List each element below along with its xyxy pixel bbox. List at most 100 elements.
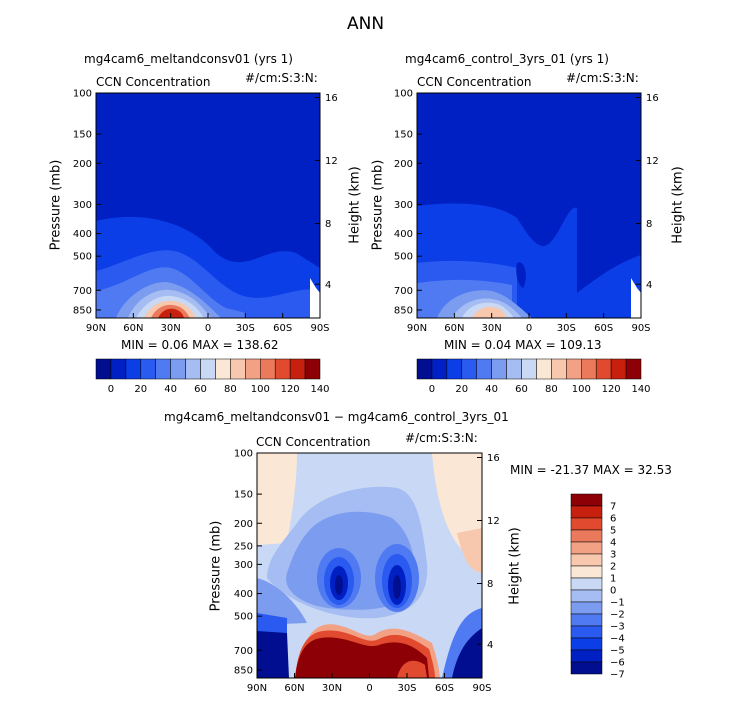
panel2-colorbar-swatch-13: [610, 358, 627, 380]
panel3-neg-left-mid: [257, 578, 307, 625]
panel1-colorbar-swatch-9: [230, 358, 246, 380]
panel3-colorbar-label-9: −2: [610, 610, 625, 621]
panel1-colorbar-label-4: 80: [224, 384, 237, 395]
panel1-colorbar-label-3: 60: [194, 384, 207, 395]
panel3-ytick-label-5: 400: [234, 589, 253, 600]
panel1-colorbar-label-0: 0: [108, 384, 114, 395]
panel3-xtick-label-0: 90N: [247, 683, 267, 694]
panel3-colorbar-swatch-11: [570, 625, 603, 639]
panel1-colorbar-swatch-10: [245, 358, 261, 380]
panel3-minmax: MIN = -21.37 MAX = 32.53: [510, 463, 672, 477]
panel3-colorbar-swatch-5: [570, 553, 603, 567]
panel3-xtick-label-3: 0: [366, 683, 372, 694]
panel1-colorbar-label-2: 40: [164, 384, 177, 395]
panel1-ytick-label-3: 300: [73, 200, 92, 211]
panel2-colorbar-swatch-2: [446, 358, 463, 380]
panel2-ytick-label-3: 300: [394, 200, 413, 211]
panel1-ytick-label-0: 100: [73, 89, 92, 100]
panel3-neg-core-right-4: [393, 575, 401, 599]
panel3-colorbar-label-8: −1: [610, 598, 625, 609]
panel1-colorbar-swatch-14: [304, 358, 321, 380]
panel3-colorbar-label-10: −3: [610, 622, 625, 633]
panel2-colorbar-swatch-8: [536, 358, 552, 380]
panel2-xtick-label-3: 0: [526, 323, 532, 334]
panel1-colorbar-swatch-5: [170, 358, 186, 380]
panel3-xtick-label-6: 90S: [472, 683, 491, 694]
panel3-colorbar-swatch-2: [570, 517, 603, 531]
panel1-colorbar-swatch-8: [215, 358, 231, 380]
panel3-colorbar-swatch-7: [570, 577, 603, 591]
panel3-neg-core-left-4: [335, 575, 343, 595]
panel3-colorbar-label-7: 0: [610, 586, 616, 597]
panel1-xtick-label-0: 90N: [86, 323, 106, 334]
panel2-title: mg4cam6_control_3yrs_01 (yrs 1): [405, 52, 609, 66]
panel1-colorbar-swatch-4: [155, 358, 171, 380]
panel3-y2tick-label-0: 16: [487, 453, 500, 464]
panel1-colorbar-swatch-6: [185, 358, 201, 380]
panel1-colorbar-label-6: 120: [281, 384, 300, 395]
panel2-ytick-label-0: 100: [394, 89, 413, 100]
panel1-colorbar-label-5: 100: [251, 384, 270, 395]
panel3-colorbar-swatch-10: [570, 613, 603, 627]
panel2-minmax: MIN = 0.04 MAX = 109.13: [444, 338, 602, 352]
panel2-ytick-label-5: 500: [394, 252, 413, 263]
panel2-colorbar-swatch-11: [581, 358, 597, 380]
panel1-colorbar-swatch-1: [110, 358, 127, 380]
panel2-colorbar-label-0: 0: [429, 384, 435, 395]
panel3-ytick-label-0: 100: [234, 449, 253, 460]
panel3-xtick-label-5: 60S: [435, 683, 454, 694]
panel3-colorbar-label-14: −7: [610, 670, 625, 681]
panel1-ytick-label-7: 850: [73, 305, 92, 316]
panel2-colorbar-swatch-7: [521, 358, 537, 380]
panel2-colorbar-swatch-10: [566, 358, 582, 380]
panel1-colorbar-swatch-11: [260, 358, 276, 380]
panel1-colorbar-label-1: 20: [134, 384, 147, 395]
panel1-xtick-label-4: 30S: [236, 323, 255, 334]
panel3-colorbar-swatch-3: [570, 529, 603, 543]
panel1-ytick-label-4: 400: [73, 229, 92, 240]
panel1-xtick-label-2: 30N: [161, 323, 181, 334]
panel1-units-label: #/cm:S:3:N:: [245, 71, 318, 85]
panel2-colorbar-swatch-5: [491, 358, 507, 380]
panel2-level-9: [472, 306, 507, 318]
panel1-colorbar-swatch-13: [289, 358, 306, 380]
panel3-colorbar-label-3: 4: [610, 538, 616, 549]
panel3-colorbar-label-1: 6: [610, 514, 616, 525]
panel3-xtick-label-1: 60N: [284, 683, 304, 694]
panel3-colorbar-swatch-12: [570, 637, 603, 651]
panel1-field-label: CCN Concentration: [96, 75, 211, 89]
panel2-level-1-pocket: [516, 262, 526, 288]
panel1-y2tick-label-0: 16: [325, 93, 338, 104]
panel2-xtick-label-4: 30S: [557, 323, 576, 334]
panel1-xtick-label-3: 0: [205, 323, 211, 334]
panel3-field-label: CCN Concentration: [256, 435, 371, 449]
panel2-colorbar-label-4: 80: [545, 384, 558, 395]
panel2-colorbar-swatch-1: [431, 358, 448, 380]
panel2-ytick-label-7: 850: [394, 305, 413, 316]
panel3-fill-group: [257, 453, 482, 678]
panel3-colorbar-label-11: −4: [610, 634, 625, 645]
panel2-colorbar-label-1: 20: [455, 384, 468, 395]
panel1-colorbar-swatch-12: [274, 358, 291, 380]
panel1-y2tick-label-1: 12: [325, 156, 338, 167]
panel2-ytick-label-1: 150: [394, 130, 413, 141]
panel2-xtick-label-0: 90N: [407, 323, 427, 334]
panel3-pos-lower-core: [295, 637, 429, 678]
panel2-colorbar-swatch-0: [416, 358, 433, 380]
panel3-colorbar-label-0: 7: [610, 502, 616, 513]
panel2-colorbar-label-3: 60: [515, 384, 528, 395]
panel2-fill-group: [417, 93, 641, 318]
panel2-colorbar-swatch-3: [461, 358, 477, 380]
panel1-minmax: MIN = 0.06 MAX = 138.62: [121, 338, 279, 352]
panel1-colorbar-swatch-3: [140, 358, 156, 380]
panel1-colorbar-label-7: 140: [310, 384, 329, 395]
panel3-colorbar-swatch-4: [570, 541, 603, 555]
panel2-ytick-label-4: 400: [394, 229, 413, 240]
panel3-colorbar-swatch-0: [570, 493, 603, 507]
panel1-xtick-label-5: 60S: [273, 323, 292, 334]
panel1-y2tick-label-3: 4: [325, 280, 331, 291]
panel2-y2tick-label-3: 4: [646, 280, 652, 291]
panel3-pos-upper-right-2: [457, 528, 482, 573]
panel3-y2tick-label-2: 8: [487, 579, 493, 590]
